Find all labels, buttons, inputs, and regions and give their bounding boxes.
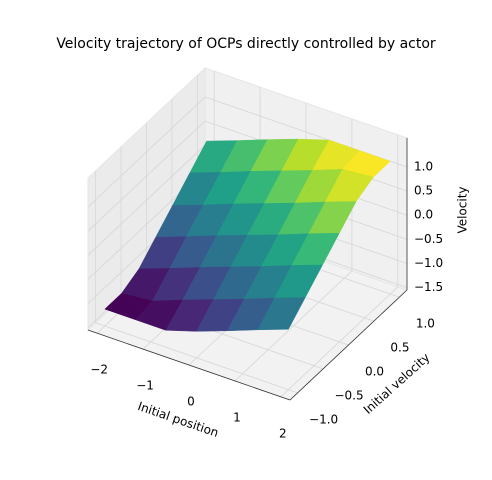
- x-tick-label: −1: [136, 379, 154, 393]
- z-tick-label: −0.5: [414, 232, 443, 246]
- plot-area: [87, 66, 408, 401]
- z-axis-label: Velocity: [456, 186, 470, 233]
- y-tick-label: −1.0: [309, 412, 338, 426]
- z-grid-line: [87, 144, 206, 256]
- chart-title: Velocity trajectory of OCPs directly con…: [56, 36, 436, 52]
- y-grid-line: [95, 322, 298, 394]
- y-tick-label: 0.0: [365, 365, 384, 379]
- z-tick-label: −1.5: [414, 280, 443, 294]
- x-tick-label: 1: [233, 410, 241, 424]
- y-tick-label: 1.0: [416, 317, 435, 331]
- z-tick-label: 1.0: [414, 159, 433, 173]
- x-tick-label: 2: [279, 426, 287, 440]
- surface-cell: [257, 297, 306, 331]
- z-tick-label: 0.5: [414, 184, 433, 198]
- axis-line: [87, 329, 291, 401]
- z-grid-line: [87, 96, 206, 208]
- y-axis-label: Initial velocity: [361, 350, 433, 417]
- x-tick-label: 0: [187, 395, 195, 409]
- x-tick-label: −2: [90, 363, 108, 377]
- y-tick-label: 0.5: [390, 341, 409, 355]
- x-axis-label: Initial position: [136, 399, 221, 440]
- axis-line: [289, 289, 408, 401]
- z-grid-line: [87, 120, 206, 232]
- z-tick-label: 0.0: [414, 208, 433, 222]
- y-tick-label: −0.5: [334, 388, 363, 402]
- z-tick-label: −1.0: [414, 256, 443, 270]
